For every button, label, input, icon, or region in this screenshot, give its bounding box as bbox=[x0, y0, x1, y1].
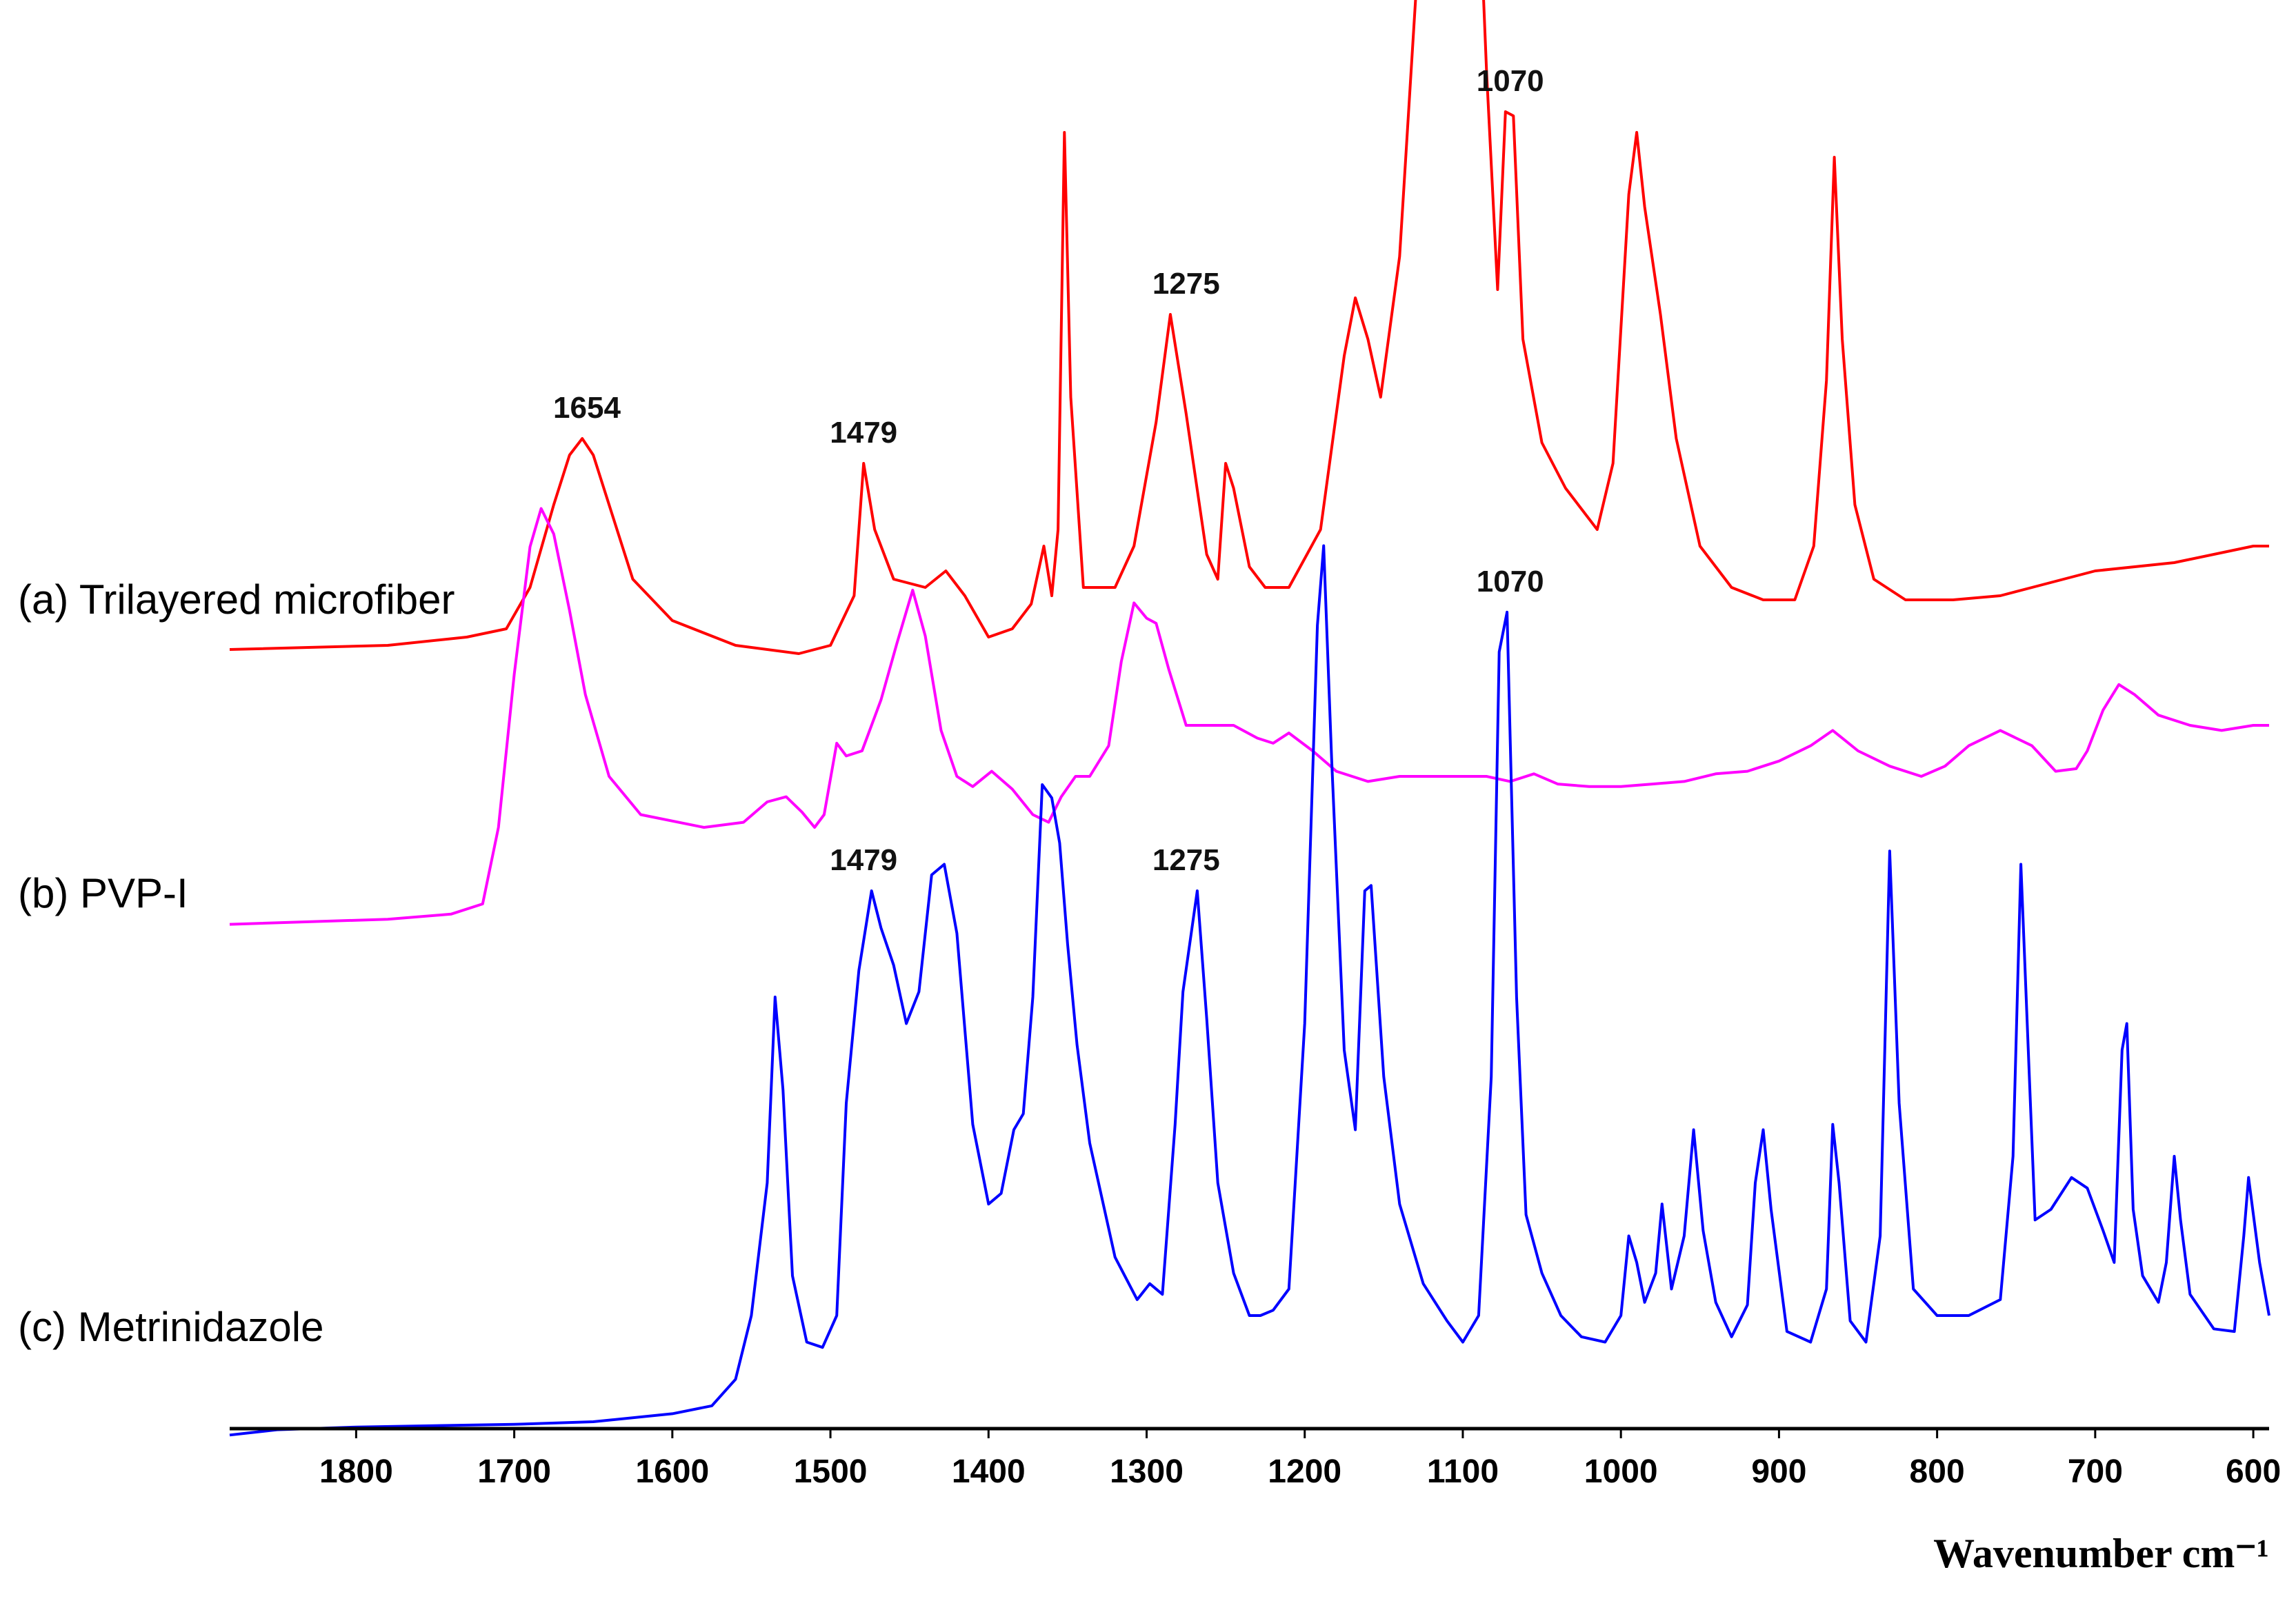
peak-label-1275: 1275 bbox=[1152, 267, 1220, 301]
x-tick-label-1800: 1800 bbox=[319, 1453, 393, 1490]
x-tick-label-1200: 1200 bbox=[1268, 1453, 1341, 1490]
x-tick-label-1400: 1400 bbox=[952, 1453, 1026, 1490]
x-tick-label-1300: 1300 bbox=[1110, 1453, 1184, 1490]
series-line-b-pvp-i bbox=[229, 507, 2269, 926]
x-tick-label-1000: 1000 bbox=[1584, 1453, 1658, 1490]
peak-label-1070: 1070 bbox=[1477, 565, 1544, 598]
peak-label-1479: 1479 bbox=[830, 843, 897, 877]
x-axis-title: Wavenumber cm⁻¹ bbox=[1933, 1531, 2269, 1576]
series-labels: (a) Trilayered microfiber (b) PVP-I (c) … bbox=[18, 576, 455, 1350]
peak-label-1654: 1654 bbox=[553, 391, 621, 425]
x-tick-label-600: 600 bbox=[2226, 1453, 2281, 1490]
series-line-a-trilayered-microfiber bbox=[229, 0, 2269, 655]
x-axis-ticks: 1800 1700 1600 1500 1400 1300 1200 1100 1000 900 8… bbox=[319, 1429, 2281, 1490]
series-label-pvp-i: (b) PVP-I bbox=[18, 870, 188, 916]
x-tick-label-700: 700 bbox=[2068, 1453, 2123, 1490]
series-label-trilayered-microfiber: (a) Trilayered microfiber bbox=[18, 576, 455, 623]
x-tick-label-1600: 1600 bbox=[635, 1453, 709, 1490]
x-tick-label-1100: 1100 bbox=[1427, 1453, 1499, 1490]
x-axis: 1800 1700 1600 1500 1400 1300 1200 1100 1000 900 8… bbox=[230, 1427, 2281, 1490]
x-tick-label-1500: 1500 bbox=[794, 1453, 868, 1490]
x-tick-label-800: 800 bbox=[1910, 1453, 1965, 1490]
x-tick-label-900: 900 bbox=[1751, 1453, 1806, 1490]
spectra-traces bbox=[229, 0, 2270, 1437]
peak-labels: 1654 1479 1275 1070 1479 1275 1070 bbox=[553, 64, 1544, 877]
series-line-c-metrinidazole bbox=[229, 544, 2270, 1437]
series-label-metrinidazole: (c) Metrinidazole bbox=[18, 1304, 323, 1350]
x-tick-label-1700: 1700 bbox=[477, 1453, 551, 1490]
peak-label-1275: 1275 bbox=[1152, 843, 1220, 877]
peak-label-1479: 1479 bbox=[830, 416, 897, 450]
peak-label-1070: 1070 bbox=[1477, 64, 1544, 98]
